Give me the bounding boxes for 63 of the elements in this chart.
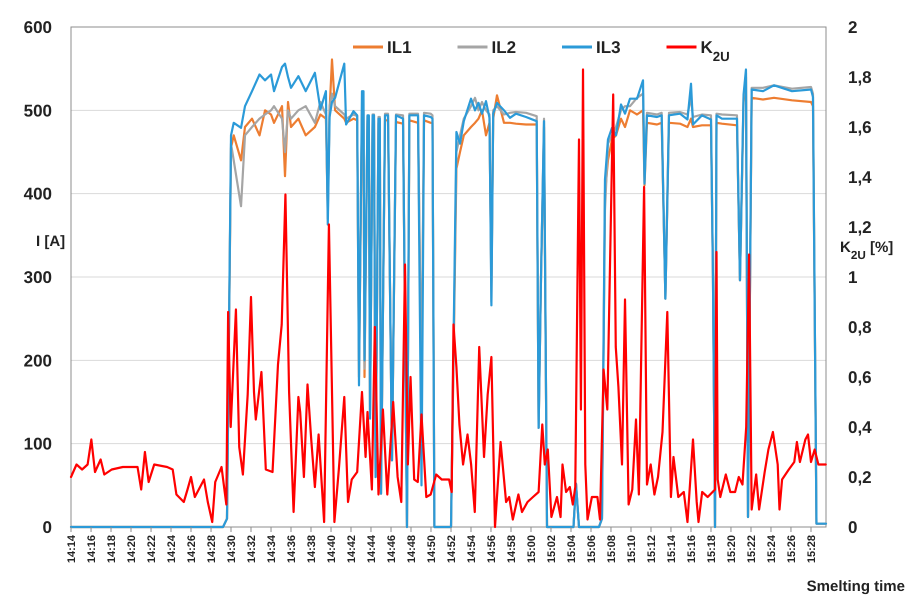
x-tick-label: 15:24 — [766, 534, 778, 564]
x-tick-label: 14:16 — [86, 535, 98, 564]
y2-tick-label: 0,2 — [848, 468, 872, 487]
y2-tick-label: 0,4 — [848, 418, 872, 437]
legend-label: IL3 — [596, 38, 621, 57]
x-tick-label: 14:18 — [106, 535, 118, 564]
x-tick-label: 14:24 — [166, 534, 178, 564]
x-tick-label: 14:58 — [506, 535, 518, 564]
legend-label: IL1 — [387, 38, 412, 57]
y-tick-label: 300 — [24, 268, 52, 287]
y2-tick-label: 1,6 — [848, 118, 872, 137]
y2-tick-label: 0 — [848, 518, 858, 537]
x-axis-title: Smelting time — [806, 578, 905, 595]
x-tick-label: 14:56 — [486, 535, 498, 564]
x-tick-label: 15:08 — [606, 535, 618, 564]
y-tick-label: 0 — [42, 518, 52, 537]
y2-tick-label: 1,2 — [848, 218, 872, 237]
x-tick-label: 14:46 — [386, 535, 398, 564]
x-tick-label: 15:20 — [726, 535, 738, 564]
x-tick-label: 14:14 — [66, 534, 78, 564]
y-axis-title: I [A] — [36, 233, 66, 250]
x-tick-label: 15:10 — [626, 535, 638, 564]
y-tick-label: 200 — [24, 351, 52, 370]
x-tick-label: 15:22 — [746, 535, 758, 564]
y2-tick-label: 0,8 — [848, 318, 872, 337]
x-tick-label: 15:04 — [566, 534, 578, 564]
x-tick-label: 14:36 — [286, 535, 298, 564]
x-tick-label: 14:34 — [266, 534, 278, 564]
x-tick-label: 14:32 — [246, 535, 258, 564]
y2-axis-title: K$_{2U}$ [%] — [840, 239, 894, 262]
x-tick-label: 14:44 — [366, 534, 378, 564]
x-tick-label: 14:38 — [306, 535, 318, 564]
x-tick-label: 15:28 — [806, 535, 818, 564]
x-tick-label: 15:16 — [686, 535, 698, 564]
x-tick-label: 14:22 — [146, 535, 158, 564]
y-tick-label: 100 — [24, 434, 52, 454]
x-tick-label: 14:48 — [406, 535, 418, 564]
x-tick-label: 15:02 — [546, 535, 558, 564]
x-tick-label: 14:40 — [326, 535, 338, 564]
legend-label: K$_{2U}$ — [700, 38, 730, 64]
x-tick-label: 14:28 — [206, 535, 218, 564]
x-tick-label: 15:14 — [666, 534, 678, 564]
legend-label: IL2 — [492, 38, 516, 57]
x-tick-label: 15:06 — [586, 535, 598, 564]
x-tick-label: 14:54 — [466, 534, 478, 564]
x-tick-label: 15:18 — [706, 535, 718, 564]
x-tick-label: 14:42 — [346, 535, 358, 564]
x-tick-label: 14:26 — [186, 535, 198, 564]
y2-tick-label: 1,4 — [848, 168, 872, 187]
x-tick-label: 15:12 — [646, 535, 658, 564]
y2-tick-label: 1 — [848, 268, 858, 287]
x-tick-label: 14:50 — [426, 535, 438, 564]
y2-tick-label: 1,8 — [848, 68, 872, 87]
y2-tick-label: 2 — [848, 18, 858, 37]
y-tick-label: 600 — [24, 18, 52, 37]
x-tick-label: 14:20 — [126, 535, 138, 564]
y-tick-label: 500 — [24, 101, 52, 120]
x-tick-label: 15:00 — [526, 535, 538, 564]
x-tick-label: 14:30 — [226, 535, 238, 564]
y-tick-label: 400 — [24, 184, 52, 204]
y2-tick-label: 0,6 — [848, 368, 872, 387]
x-tick-label: 14:52 — [446, 535, 458, 564]
x-tick-label: 15:26 — [786, 535, 798, 564]
